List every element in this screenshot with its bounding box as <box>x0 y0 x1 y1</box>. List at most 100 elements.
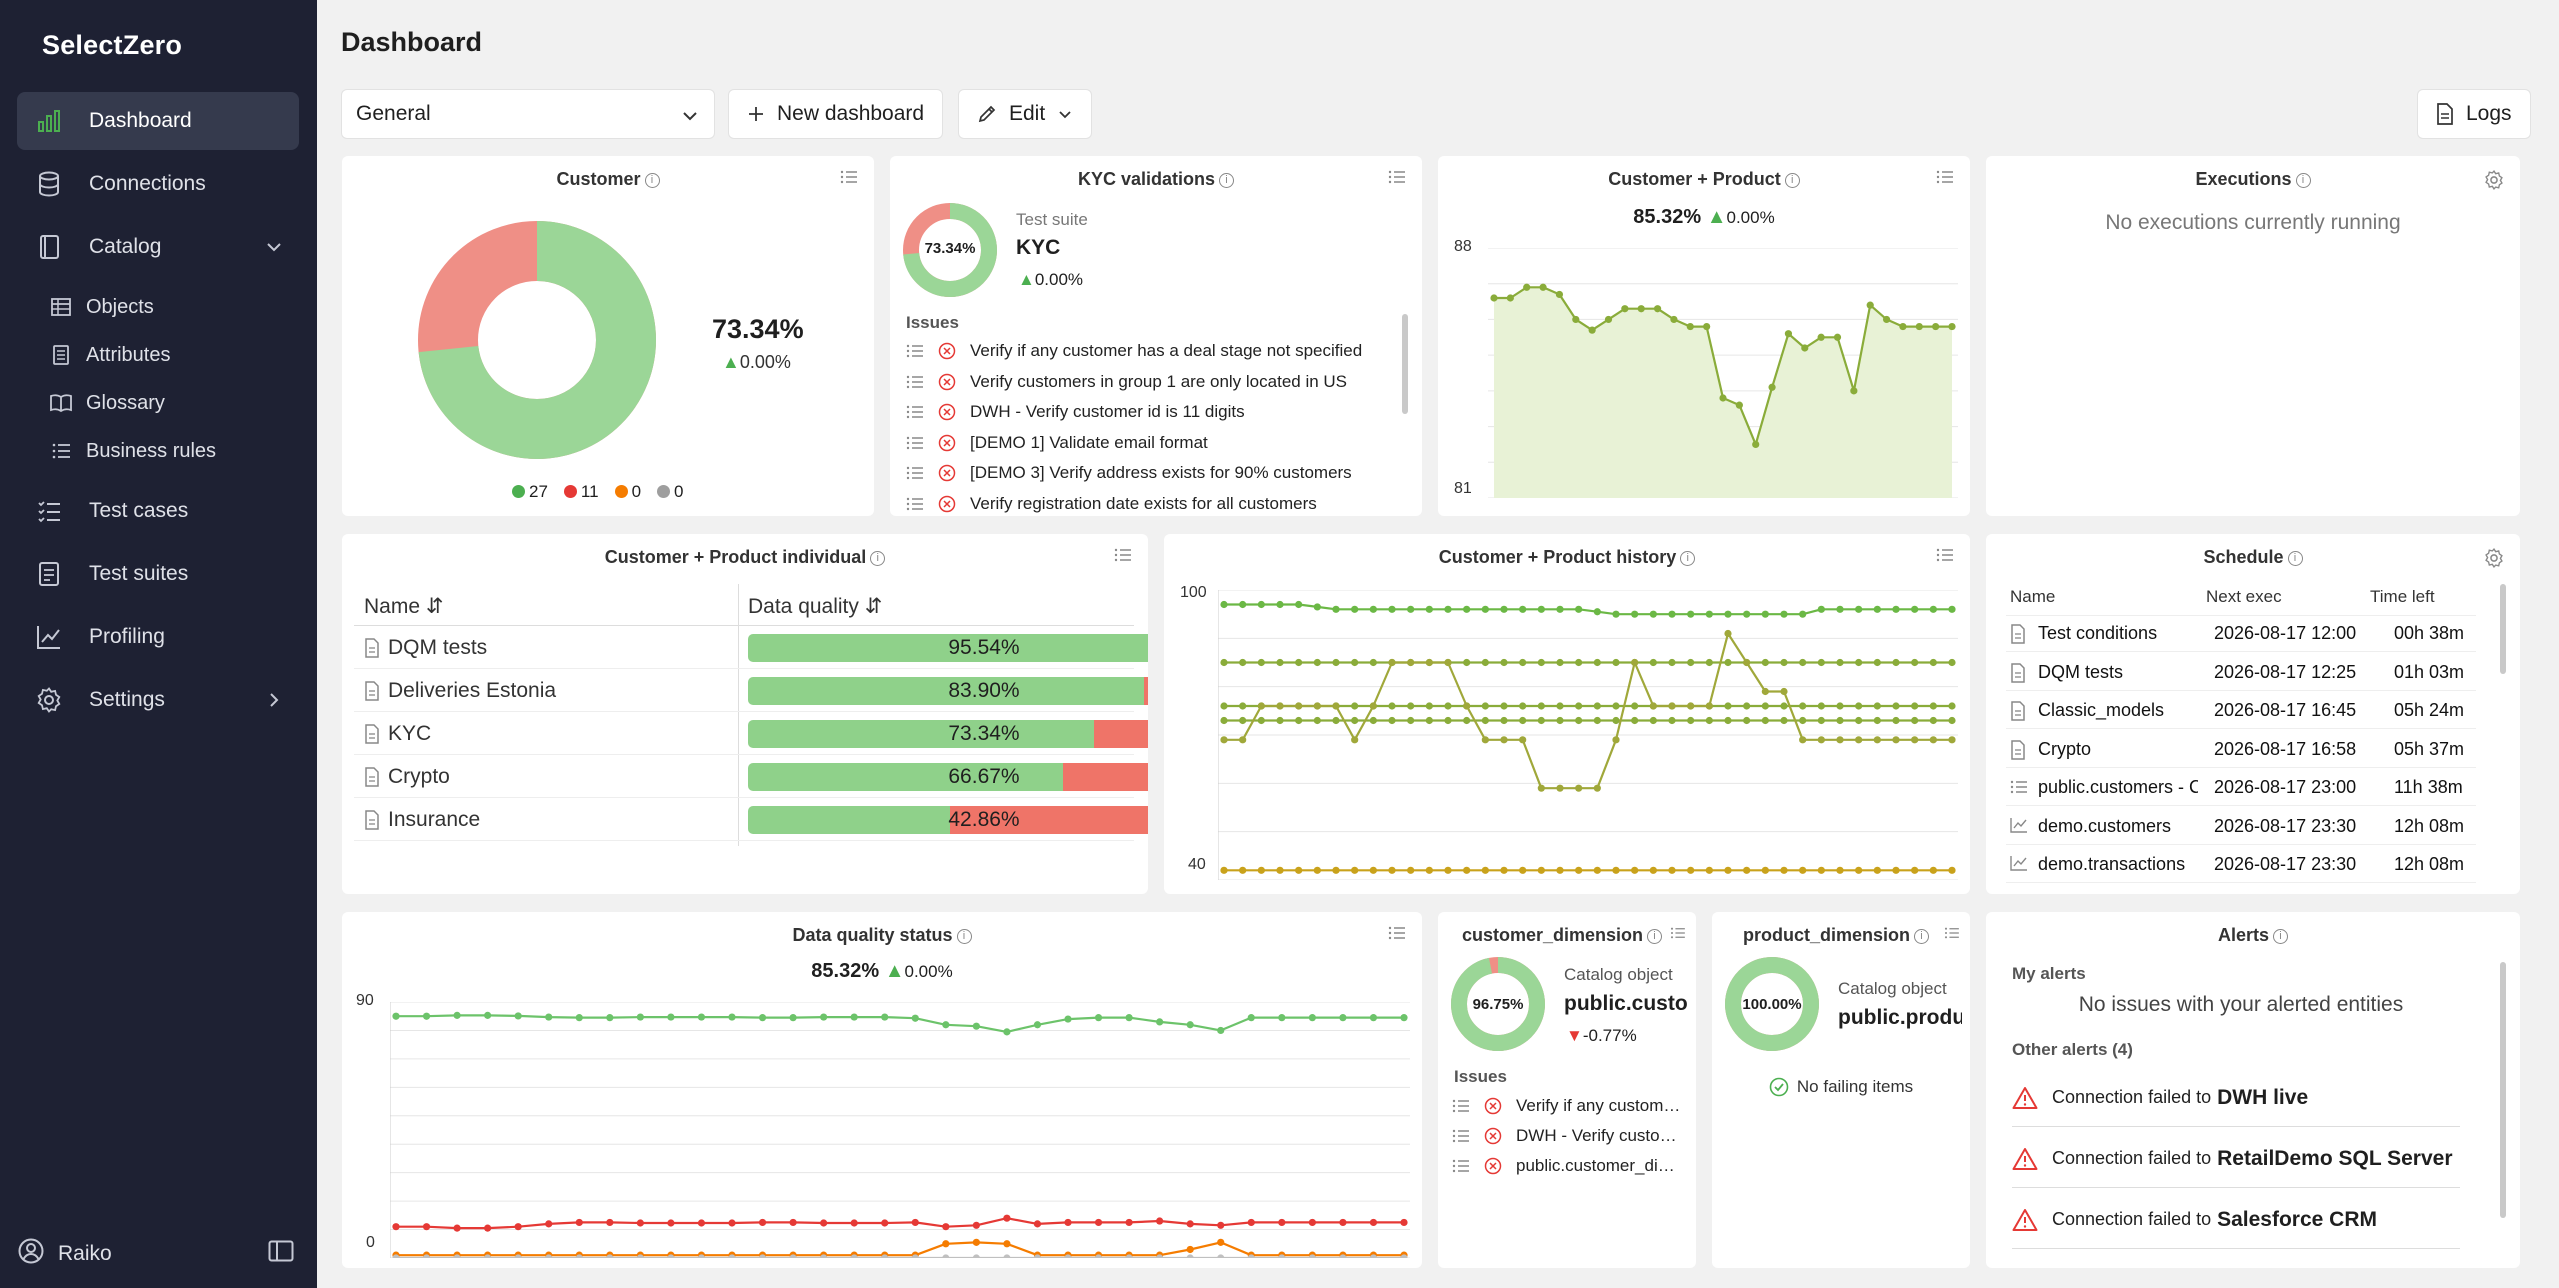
table-row[interactable]: Crypto 66.67% <box>354 755 1148 798</box>
info-icon[interactable]: i <box>1219 172 1235 188</box>
user-profile[interactable]: Raiko <box>18 1238 112 1270</box>
info-icon[interactable]: i <box>644 172 660 188</box>
issue-item[interactable]: Verify customers in group 1 are only loc… <box>906 372 1396 392</box>
data-point <box>1217 1238 1225 1246</box>
data-point <box>1463 702 1471 710</box>
chevron-right-icon[interactable] <box>265 691 283 715</box>
document-icon <box>364 724 380 744</box>
sidebar-item-attributes[interactable]: Attributes <box>50 335 170 375</box>
sidebar-item-objects[interactable]: Objects <box>50 287 154 327</box>
app-logo[interactable]: SelectZero <box>42 30 183 60</box>
sidebar-collapse-icon[interactable] <box>268 1240 294 1267</box>
gear-icon[interactable] <box>2484 548 2504 573</box>
table-row[interactable]: DQM tests 95.54% <box>354 626 1148 669</box>
row-name[interactable]: KYC <box>364 722 431 746</box>
legend-item[interactable]: 0 <box>657 482 684 502</box>
row-name[interactable]: Crypto <box>364 765 450 789</box>
issue-item[interactable]: Verify if any customer has a deal stage … <box>1452 1096 1688 1116</box>
info-icon[interactable]: i <box>956 928 972 944</box>
menu-list-icon[interactable] <box>1388 170 1406 189</box>
edit-button[interactable]: Edit <box>958 89 1093 139</box>
table-row[interactable]: Insurance 42.86% <box>354 798 1148 841</box>
row-name[interactable]: DQM tests <box>364 636 487 660</box>
customer-donut-chart[interactable] <box>417 220 657 460</box>
schedule-row[interactable]: public.customers - C 2026-08-17 23:00 11h … <box>2006 768 2476 806</box>
row-name[interactable]: Insurance <box>364 808 480 832</box>
info-icon[interactable]: i <box>2295 172 2311 188</box>
schedule-row[interactable]: Test conditions 2026-08-17 12:00 00h 38m <box>2006 614 2476 652</box>
sidebar-item-dashboard[interactable]: Dashboard <box>17 92 299 150</box>
issue-item[interactable]: public.customer_dimension <box>1452 1156 1688 1176</box>
alert-item[interactable]: Connection failed to Salesforce CRM <box>2012 1191 2460 1249</box>
info-icon[interactable]: i <box>1647 928 1663 944</box>
alert-item[interactable]: Connection failed to DWH live <box>2012 1069 2460 1127</box>
menu-list-icon[interactable] <box>1944 926 1960 944</box>
issue-item[interactable]: Verify if any customer has a deal stage … <box>906 341 1396 361</box>
customer-product-line-chart[interactable] <box>1488 248 1958 498</box>
kyc-donut-chart[interactable] <box>902 202 998 298</box>
scrollbar[interactable] <box>2500 962 2506 1218</box>
issue-item[interactable]: DWH - Verify customer id is 11 digits <box>906 402 1396 422</box>
schedule-row[interactable]: Classic_models 2026-08-17 16:45 05h 24m <box>2006 691 2476 729</box>
table-row[interactable]: Deliveries Estonia 83.90% <box>354 669 1148 712</box>
row-name[interactable]: Deliveries Estonia <box>364 679 556 703</box>
info-icon[interactable]: i <box>1784 172 1800 188</box>
catalog-object-name[interactable]: public.product_dimension <box>1838 1006 1962 1029</box>
menu-list-icon[interactable] <box>1936 170 1954 189</box>
sidebar-item-business-rules[interactable]: Business rules <box>50 431 216 471</box>
alert-item[interactable]: Connection failed to RetailDemo SQL Serve… <box>2012 1130 2460 1188</box>
document-icon <box>2010 624 2026 649</box>
product-dim-donut[interactable] <box>1724 956 1820 1052</box>
issue-text: Verify if any customer has a deal stage … <box>1516 1096 1688 1115</box>
issue-item[interactable]: Verify registration date exists for all … <box>906 494 1396 514</box>
menu-list-icon[interactable] <box>840 170 858 189</box>
sidebar-item-glossary[interactable]: Glossary <box>50 383 165 423</box>
schedule-row[interactable]: demo.transactions 2026-08-17 23:30 12h 08m <box>2006 845 2476 883</box>
scrollbar[interactable] <box>1402 314 1408 414</box>
card-title: Customer + Product individual <box>604 547 867 567</box>
legend-item[interactable]: 0 <box>614 482 641 502</box>
data-point <box>1915 322 1923 331</box>
new-dashboard-button[interactable]: New dashboard <box>728 89 944 139</box>
gear-icon[interactable] <box>2484 170 2504 195</box>
info-icon[interactable]: i <box>2273 928 2289 944</box>
info-icon[interactable]: i <box>1914 928 1929 944</box>
schedule-row[interactable]: Crypto 2026-08-17 16:58 05h 37m <box>2006 730 2476 768</box>
issue-item[interactable]: [DEMO 1] Validate email format <box>906 433 1396 453</box>
sidebar-item-test-cases[interactable]: Test cases <box>17 482 299 540</box>
sidebar-item-test-suites[interactable]: Test suites <box>17 545 299 603</box>
catalog-object-name[interactable]: public.customer_dimension <box>1564 992 1688 1015</box>
triangle-up-icon: ▲ <box>1018 270 1035 289</box>
info-icon[interactable]: i <box>870 550 886 566</box>
history-line-chart[interactable] <box>1218 590 1958 880</box>
test-suite-name[interactable]: KYC <box>1016 236 1061 259</box>
data-point <box>1239 866 1247 874</box>
info-icon[interactable]: i <box>1680 550 1696 566</box>
col-name-header[interactable]: Name ⇵ <box>364 595 444 618</box>
scrollbar[interactable] <box>2500 584 2506 674</box>
menu-list-icon[interactable] <box>1114 548 1132 567</box>
issue-item[interactable]: [DEMO 3] Verify address exists for 90% c… <box>906 463 1396 483</box>
sidebar-item-profiling[interactable]: Profiling <box>17 608 299 666</box>
customer-dim-donut[interactable] <box>1450 956 1546 1052</box>
sidebar-item-catalog[interactable]: Catalog <box>17 218 299 276</box>
chevron-down-icon[interactable] <box>265 238 283 262</box>
sidebar-item-connections[interactable]: Connections <box>17 155 299 213</box>
menu-list-icon[interactable] <box>1936 548 1954 567</box>
dq-status-line-chart[interactable] <box>390 1002 1410 1258</box>
sidebar-item-settings[interactable]: Settings <box>17 671 299 729</box>
legend-item[interactable]: 27 <box>512 482 548 502</box>
col-quality-header[interactable]: Data quality ⇵ <box>748 595 883 618</box>
table-row[interactable]: KYC 73.34% <box>354 712 1148 755</box>
data-point <box>545 1013 553 1021</box>
logs-button[interactable]: Logs <box>2417 89 2531 139</box>
issue-item[interactable]: DWH - Verify customer id is 11 digits <box>1452 1126 1688 1146</box>
menu-list-icon[interactable] <box>1388 926 1406 945</box>
menu-list-icon[interactable] <box>1670 926 1686 944</box>
dashboard-select[interactable]: General <box>341 89 715 139</box>
legend-item[interactable]: 11 <box>563 482 599 502</box>
schedule-row[interactable]: DQM tests 2026-08-17 12:25 01h 03m <box>2006 653 2476 691</box>
info-icon[interactable]: i <box>2287 550 2303 566</box>
schedule-row[interactable]: demo.customers 2026-08-17 23:30 12h 08m <box>2006 807 2476 845</box>
data-point <box>545 1254 553 1258</box>
